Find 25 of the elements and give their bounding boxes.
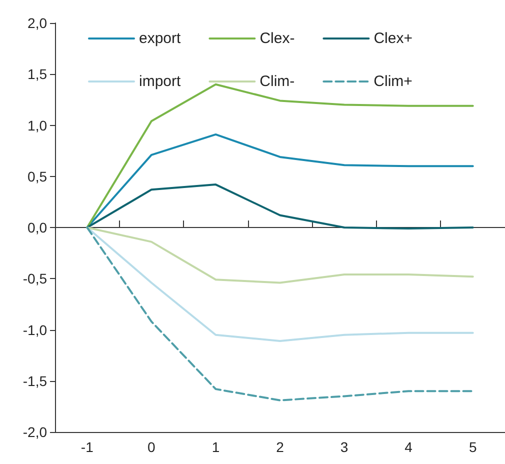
x-tick-label: 1: [212, 439, 220, 455]
x-tick-label: 5: [468, 439, 477, 455]
x-tick-label: -1: [80, 439, 94, 455]
y-tick-label: -1,0: [22, 322, 48, 338]
legend-label: Clex+: [374, 30, 413, 47]
x-tick-label: 4: [404, 439, 413, 455]
y-tick-label: 1,5: [28, 66, 48, 82]
line-series: [86, 226, 474, 402]
line-series: [86, 226, 474, 284]
y-tick-label: -0,5: [22, 270, 48, 287]
legend-label: Clex-: [260, 30, 295, 47]
y-tick-label: 0,0: [28, 220, 48, 236]
x-tick-label: 0: [148, 439, 156, 455]
y-tick-label: 0,5: [28, 168, 48, 184]
x-tick-label: 2: [276, 439, 284, 455]
y-tick-label: -2,0: [22, 424, 48, 440]
x-tick-label: 3: [340, 439, 348, 455]
y-tick-label: 2,0: [28, 15, 48, 31]
y-tick-label: -1,5: [22, 372, 48, 389]
legend-label: Clim-: [260, 73, 295, 90]
legend-label: export: [139, 30, 182, 47]
legend-label: import: [139, 73, 182, 90]
legend-label: Clim+: [374, 73, 413, 90]
line-series: [86, 184, 474, 230]
y-tick-label: 1,0: [28, 117, 48, 134]
